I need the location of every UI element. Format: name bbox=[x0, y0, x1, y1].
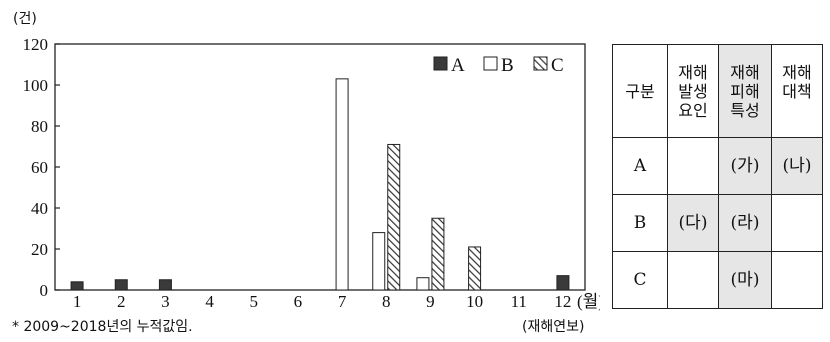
x-tick-label: 2 bbox=[117, 292, 126, 311]
x-tick-label: 7 bbox=[338, 292, 347, 311]
table-cell: (가) bbox=[718, 137, 772, 195]
bar-c-month-9 bbox=[431, 217, 445, 291]
header-line: 재해 bbox=[782, 63, 812, 82]
table-header-countermeasure: 재해 대책 bbox=[771, 44, 823, 138]
table-cell: (나) bbox=[771, 137, 823, 195]
x-tick-label: 4 bbox=[205, 292, 214, 311]
legend-swatch-b bbox=[483, 56, 498, 71]
header-line: 발생 bbox=[678, 81, 708, 101]
y-axis-unit: (건) bbox=[13, 11, 37, 27]
y-tick-label: 100 bbox=[23, 76, 49, 95]
table-cell bbox=[771, 251, 823, 309]
x-tick-label: 12 bbox=[554, 292, 571, 311]
table-header-row: 구분 재해 발생 요인 재해 피해 특성 재해 대책 bbox=[612, 44, 823, 138]
row-label: B bbox=[612, 194, 668, 252]
bar-a-month-2 bbox=[114, 279, 128, 291]
header-line: 요인 bbox=[678, 100, 708, 120]
bar-a-month-1 bbox=[70, 281, 84, 291]
bar-c-month-10 bbox=[468, 246, 482, 291]
table-cell: (라) bbox=[718, 194, 772, 252]
y-tick-label: 0 bbox=[40, 281, 49, 300]
x-tick-label: 6 bbox=[294, 292, 303, 311]
header-line: 대책 bbox=[782, 82, 812, 101]
axes bbox=[54, 43, 586, 291]
x-tick-label: 10 bbox=[466, 292, 483, 311]
legend-label-a: A bbox=[451, 55, 465, 76]
source-caption: (재해연보) bbox=[522, 319, 584, 335]
table-row: A (가) (나) bbox=[612, 137, 823, 195]
bars bbox=[70, 78, 570, 291]
y-tick-label: 120 bbox=[23, 35, 49, 54]
y-tick-label: 20 bbox=[31, 240, 48, 259]
x-tick-label: 8 bbox=[382, 292, 391, 311]
bar-a-month-3 bbox=[158, 279, 172, 291]
footnote: * 2009~2018년의 누적값임. bbox=[12, 319, 193, 335]
plot-frame bbox=[54, 43, 586, 291]
bar-b-month-8 bbox=[372, 232, 386, 291]
header-line: 피해 bbox=[730, 81, 760, 101]
x-tick-label: 1 bbox=[73, 292, 82, 311]
header-line: 재해 bbox=[730, 62, 760, 82]
legend-label-c: C bbox=[551, 55, 564, 76]
bar-b-month-7 bbox=[335, 78, 349, 291]
table-cell bbox=[771, 194, 823, 252]
table-cell: (다) bbox=[667, 194, 719, 252]
y-tick-label: 40 bbox=[31, 199, 48, 218]
x-tick-label: 5 bbox=[250, 292, 259, 311]
bar-b-month-9 bbox=[416, 277, 430, 291]
y-tick-label: 60 bbox=[31, 158, 48, 177]
x-tick-label: 3 bbox=[161, 292, 170, 311]
legend-label-b: B bbox=[501, 55, 514, 76]
row-label: A bbox=[612, 137, 668, 195]
row-label: C bbox=[612, 251, 668, 309]
legend: A B C bbox=[433, 55, 564, 76]
table-cell bbox=[667, 137, 719, 195]
x-tick-label: 9 bbox=[426, 292, 435, 311]
table-cell bbox=[667, 251, 719, 309]
header-line: 특성 bbox=[730, 100, 760, 120]
bar-a-month-12 bbox=[556, 275, 570, 291]
disaster-table: 구분 재해 발생 요인 재해 피해 특성 재해 대책 A (가) (나) B (… bbox=[612, 44, 823, 309]
x-tick-label: 11 bbox=[511, 292, 527, 311]
header-line: 재해 bbox=[678, 62, 708, 82]
table-header-category: 구분 bbox=[612, 44, 668, 138]
bar-c-month-8 bbox=[387, 143, 401, 291]
legend-swatch-a bbox=[433, 56, 448, 71]
y-tick-label: 80 bbox=[31, 117, 48, 136]
table-header-damage: 재해 피해 특성 bbox=[718, 44, 772, 138]
table-header-cause: 재해 발생 요인 bbox=[667, 44, 719, 138]
table-row: C (마) bbox=[612, 251, 823, 309]
table-cell: (마) bbox=[718, 251, 772, 309]
legend-swatch-c bbox=[533, 56, 548, 71]
x-axis-unit: (월) bbox=[577, 292, 600, 311]
table-row: B (다) (라) bbox=[612, 194, 823, 252]
